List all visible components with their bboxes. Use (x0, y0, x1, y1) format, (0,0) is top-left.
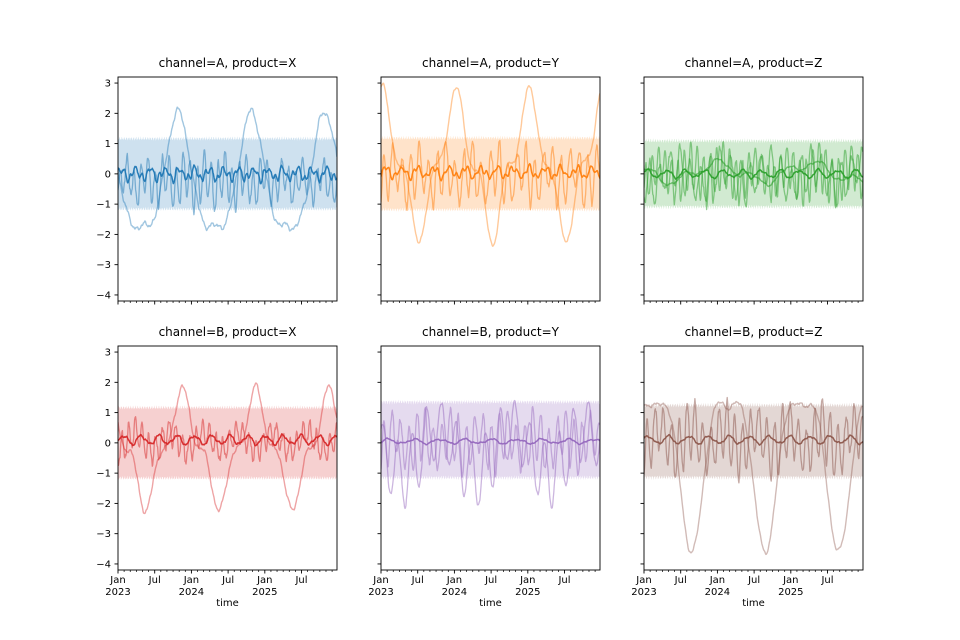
subplot-axes (117, 76, 338, 302)
x-tick-label: Jul (484, 575, 497, 586)
x-tick-label: Jul (820, 575, 833, 586)
x-tick-label: 2025 (778, 587, 803, 598)
y-tick-label: −1 (96, 469, 111, 480)
x-tick-label: Jul (221, 575, 234, 586)
noisy-line-2 (644, 143, 863, 208)
x-tick-label: Jan (183, 575, 199, 586)
x-tick-label: Jul (747, 575, 760, 586)
mean-line (381, 437, 600, 446)
seasonal-line (381, 82, 600, 247)
x-tick-label: 2023 (105, 587, 130, 598)
confidence-band (381, 399, 600, 481)
subplot-data-layer (381, 82, 600, 247)
subplot-axes (380, 345, 601, 571)
y-tick-label: 1 (105, 408, 111, 419)
y-tick-label: −4 (96, 559, 111, 570)
y-tick-label: 3 (105, 79, 111, 90)
seasonal-line (381, 399, 600, 510)
y-tick-label: −1 (96, 200, 111, 211)
seasonal-line (118, 382, 337, 515)
subplot-axes (643, 76, 864, 302)
x-tick-label: Jan (256, 575, 272, 586)
x-axis-label: time (216, 598, 239, 609)
mean-line (118, 164, 337, 185)
subplot-title: channel=B, product=X (158, 325, 297, 339)
subplot-axes (380, 76, 601, 302)
x-tick-label: Jan (635, 575, 651, 586)
x-axis-label: time (479, 598, 502, 609)
x-tick-label: Jan (519, 575, 535, 586)
y-tick-label: 1 (105, 139, 111, 150)
mean-line (381, 162, 600, 182)
y-tick-label: 0 (105, 438, 111, 449)
noisy-line (644, 140, 863, 211)
x-tick-label: Jul (674, 575, 687, 586)
mean-line (644, 433, 863, 446)
y-tick-label: 3 (105, 348, 111, 359)
x-tick-label: 2023 (368, 587, 393, 598)
y-tick-label: −2 (96, 230, 111, 241)
y-tick-label: −3 (96, 529, 111, 540)
x-tick-label: 2025 (252, 587, 277, 598)
x-tick-label: Jan (446, 575, 462, 586)
x-tick-label: Jan (709, 575, 725, 586)
seasonal-line (644, 400, 863, 556)
x-tick-label: Jul (148, 575, 161, 586)
y-tick-label: −4 (96, 290, 111, 301)
mean-line (644, 167, 863, 181)
subplot-axes (643, 345, 864, 571)
x-tick-label: 2024 (705, 587, 730, 598)
subplot-data-layer (644, 396, 863, 556)
x-tick-label: Jan (782, 575, 798, 586)
subplot-title: channel=A, product=Z (684, 56, 823, 70)
subplot-title: channel=A, product=Y (422, 56, 559, 70)
x-tick-label: Jul (411, 575, 424, 586)
x-tick-label: Jul (294, 575, 307, 586)
subplot-data-layer (118, 106, 337, 232)
x-tick-label: 2024 (442, 587, 467, 598)
subplot-axes (117, 345, 338, 571)
y-tick-label: 0 (105, 169, 111, 180)
subplot-data-layer (118, 382, 337, 515)
x-tick-label: 2024 (179, 587, 204, 598)
subplot-title: channel=B, product=Y (422, 325, 559, 339)
noisy-line (381, 405, 600, 478)
x-axis-label: time (742, 598, 765, 609)
x-tick-label: Jan (372, 575, 388, 586)
y-tick-label: 2 (105, 378, 111, 389)
subplot-data-layer (381, 399, 600, 510)
seasonal-line (118, 106, 337, 232)
mean-line (118, 433, 337, 447)
x-tick-label: 2025 (515, 587, 540, 598)
subplot-title: channel=A, product=X (158, 56, 297, 70)
x-tick-label: Jul (557, 575, 570, 586)
y-tick-label: 2 (105, 109, 111, 120)
y-tick-label: −2 (96, 499, 111, 510)
x-tick-label: Jan (109, 575, 125, 586)
subplot-data-layer (644, 138, 863, 211)
y-tick-label: −3 (96, 260, 111, 271)
x-tick-label: 2023 (631, 587, 656, 598)
noisy-line (381, 139, 600, 212)
subplot-title: channel=B, product=Z (684, 325, 823, 339)
